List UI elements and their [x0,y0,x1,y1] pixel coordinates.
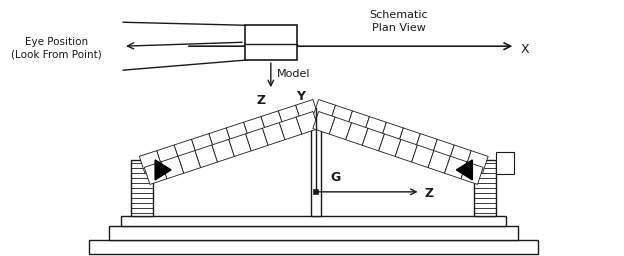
Polygon shape [364,116,386,139]
Polygon shape [330,105,353,128]
Polygon shape [466,151,488,173]
Bar [131,160,153,216]
Polygon shape [461,162,483,184]
Polygon shape [228,134,251,156]
Polygon shape [313,112,335,134]
Text: Z: Z [256,94,265,107]
Polygon shape [161,156,183,179]
Polygon shape [313,100,336,122]
Polygon shape [174,139,197,162]
Polygon shape [278,105,301,128]
Bar [496,152,514,174]
Bar [311,110,321,216]
Polygon shape [381,122,403,145]
Polygon shape [245,128,268,151]
Polygon shape [444,156,467,179]
Polygon shape [195,145,217,168]
Text: Z: Z [424,187,434,200]
Text: G: G [331,171,341,184]
Polygon shape [414,134,437,156]
Polygon shape [178,151,200,173]
Text: Model: Model [277,69,310,79]
Polygon shape [296,112,318,134]
Polygon shape [243,116,266,139]
Polygon shape [449,145,471,168]
Bar [474,160,496,216]
Polygon shape [155,160,171,180]
Polygon shape [329,117,351,140]
Polygon shape [395,140,417,162]
Polygon shape [346,123,368,145]
Polygon shape [261,111,284,134]
Polygon shape [362,128,384,151]
Polygon shape [262,123,285,145]
Polygon shape [432,139,454,162]
Bar [245,25,297,60]
Bar [109,226,519,240]
Polygon shape [279,117,301,140]
Polygon shape [144,162,167,184]
Polygon shape [139,151,162,174]
Polygon shape [192,134,215,156]
Text: Eye Position
(Look From Point): Eye Position (Look From Point) [11,37,102,60]
Text: Y: Y [296,90,305,103]
Text: Schematic
Plan View: Schematic Plan View [369,10,428,33]
Polygon shape [296,100,318,122]
Polygon shape [456,160,472,180]
Polygon shape [209,128,232,151]
Bar [89,240,539,254]
Polygon shape [157,145,180,168]
Polygon shape [212,140,234,162]
Polygon shape [226,122,249,145]
Bar [121,216,506,226]
Polygon shape [428,151,451,173]
Polygon shape [397,128,421,151]
Polygon shape [379,134,401,156]
Polygon shape [412,145,434,168]
Text: X: X [520,43,529,56]
Polygon shape [347,111,369,134]
